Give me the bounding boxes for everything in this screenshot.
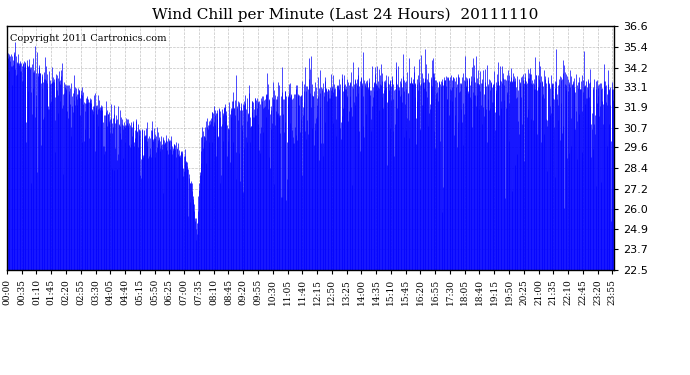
Text: Copyright 2011 Cartronics.com: Copyright 2011 Cartronics.com: [10, 34, 166, 43]
Text: Wind Chill per Minute (Last 24 Hours)  20111110: Wind Chill per Minute (Last 24 Hours) 20…: [152, 8, 538, 22]
